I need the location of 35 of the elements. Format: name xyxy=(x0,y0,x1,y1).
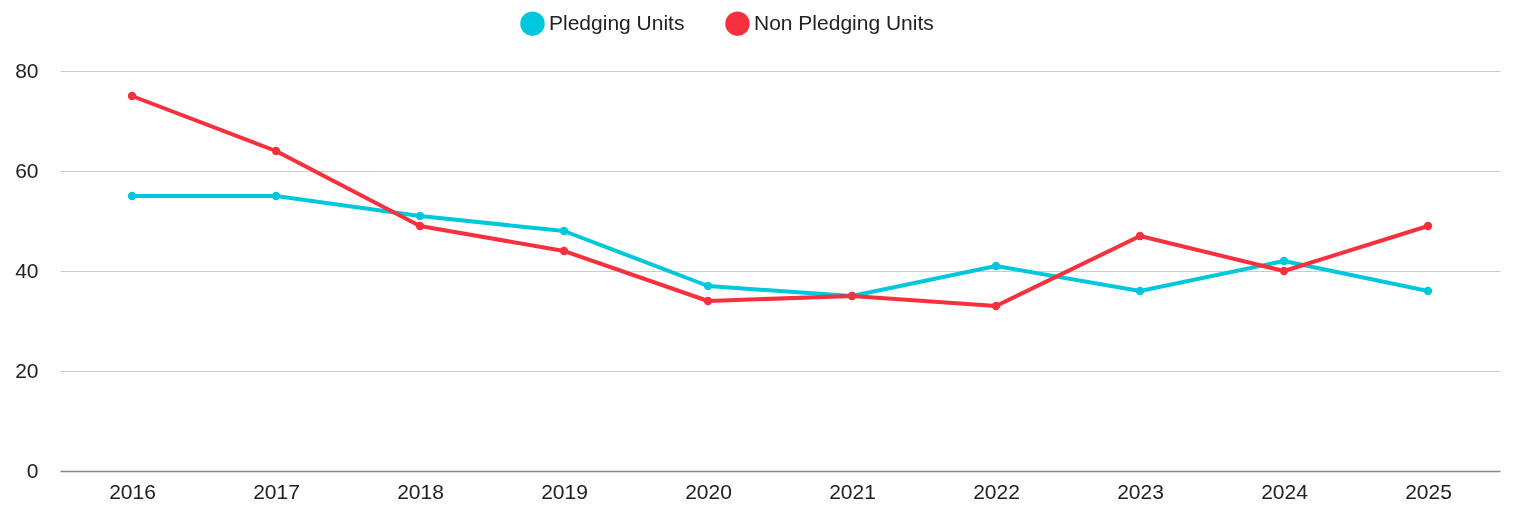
point xyxy=(415,221,425,231)
x-tick-label: 2019 xyxy=(541,479,588,503)
x-tick-label: 2022 xyxy=(973,479,1020,503)
point xyxy=(271,191,281,201)
y-tick-label: 40 xyxy=(15,258,39,282)
x-tick-label: 2020 xyxy=(685,479,732,503)
point xyxy=(271,146,281,156)
point xyxy=(991,261,1001,271)
x-tick-label: 2016 xyxy=(109,479,156,503)
point xyxy=(127,91,137,101)
y-tick-label: 20 xyxy=(15,358,39,382)
y-tick-label: 0 xyxy=(26,458,39,482)
x-tick-label: 2017 xyxy=(253,479,300,503)
legend-label: Pledging Units xyxy=(549,10,685,34)
point xyxy=(415,211,425,221)
x-tick-label: 2024 xyxy=(1261,479,1309,503)
point xyxy=(559,246,569,256)
point xyxy=(1423,286,1433,296)
point xyxy=(1135,231,1145,241)
point xyxy=(991,301,1001,311)
x-tick-label: 2021 xyxy=(829,479,876,503)
point xyxy=(703,296,713,306)
y-tick-label: 80 xyxy=(15,58,39,82)
point xyxy=(559,226,569,236)
point xyxy=(1423,221,1433,231)
x-tick-label: 2018 xyxy=(397,479,444,503)
point xyxy=(1279,266,1289,276)
point xyxy=(1279,256,1289,266)
y-tick-label: 60 xyxy=(15,158,39,182)
point xyxy=(127,191,137,201)
legend-label: Non Pledging Units xyxy=(754,10,934,34)
x-tick-label: 2023 xyxy=(1117,479,1164,503)
point xyxy=(703,281,713,291)
x-tick-label: 2025 xyxy=(1405,479,1452,503)
point xyxy=(1135,286,1145,296)
